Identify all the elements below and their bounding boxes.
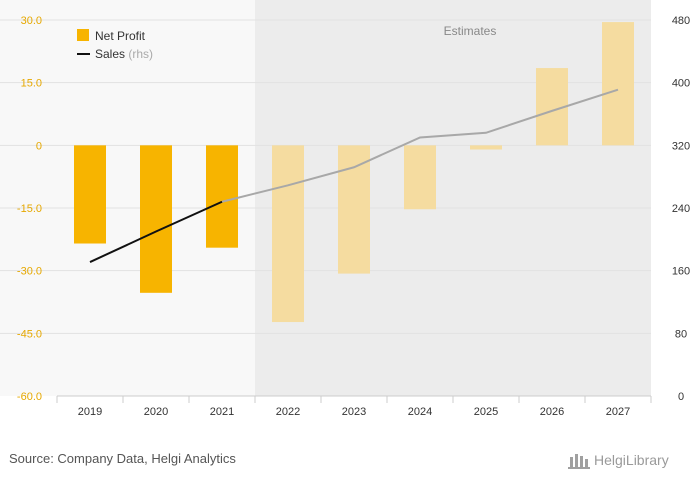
x-axis-ticks: 2019 2020 2021 2022 2023 2024 2025 2026 2027 (56, 396, 652, 418)
legend-sales-name: Sales (95, 47, 125, 61)
legend: Net Profit Sales (rhs) (77, 29, 153, 61)
right-tick-label: 480 (672, 15, 690, 27)
left-tick-label: -30.0 (17, 266, 42, 278)
legend-sales-axis-note: (rhs) (128, 47, 153, 61)
bar-net-profit-2027 (602, 22, 634, 146)
left-axis-ticks: 30.0 15.0 0 -15.0 -30.0 -45.0 -60.0 (17, 15, 42, 403)
line-series (89, 88, 619, 263)
x-tick-label: 2027 (606, 406, 630, 418)
left-tick-label: 30.0 (21, 15, 42, 27)
x-tick-label: 2024 (408, 406, 432, 418)
sales-line-estimate (221, 88, 619, 203)
estimates-label: Estimates (444, 24, 497, 38)
right-tick-label: 400 (672, 78, 690, 90)
right-tick-label: 160 (672, 266, 690, 278)
chart-svg: Estimates 30.015.00-15.0-30.0-45.0-60.0 … (0, 0, 690, 418)
bar-net-profit-2022 (272, 145, 304, 323)
right-tick-label: 80 (675, 328, 687, 340)
x-tick-label: 2021 (210, 406, 234, 418)
x-tick-label: 2020 (144, 406, 168, 418)
x-tick-label: 2025 (474, 406, 498, 418)
legend-net-profit-label: Net Profit (95, 29, 146, 43)
left-tick-label: -60.0 (17, 391, 42, 403)
bar-net-profit-2025 (470, 145, 502, 150)
source-note: Source: Company Data, Helgi Analytics (9, 451, 236, 466)
right-axis-ticks: 480 400 320 240 160 80 0 (672, 15, 690, 403)
right-tick-label: 320 (672, 140, 690, 152)
legend-net-profit-swatch (77, 29, 89, 41)
bar-net-profit-2023 (338, 145, 370, 274)
right-tick-label: 0 (678, 391, 684, 403)
gridlines (0, 19, 651, 334)
library-icon (568, 454, 590, 469)
bar-net-profit-2024 (404, 145, 436, 210)
sales-line-actual (89, 200, 223, 263)
bar-net-profit-2020 (140, 145, 172, 293)
legend-sales-label: Sales (rhs) (95, 47, 153, 61)
estimates-band (255, 0, 651, 396)
left-tick-label: 0 (36, 140, 42, 152)
bar-net-profit-2021 (206, 145, 238, 248)
bar-series (74, 22, 634, 323)
left-tick-label: 15.0 (21, 78, 42, 90)
bar-net-profit-2019 (74, 145, 106, 244)
right-tick-label: 240 (672, 203, 690, 215)
x-tick-label: 2019 (78, 406, 102, 418)
x-tick-label: 2022 (276, 406, 300, 418)
x-tick-label: 2023 (342, 406, 366, 418)
left-tick-label: -15.0 (17, 203, 42, 215)
x-tick-label: 2026 (540, 406, 564, 418)
helgi-library-logo: HelgiLibrary (568, 449, 692, 471)
logo-text: HelgiLibrary (594, 452, 669, 468)
left-tick-label: -45.0 (17, 328, 42, 340)
